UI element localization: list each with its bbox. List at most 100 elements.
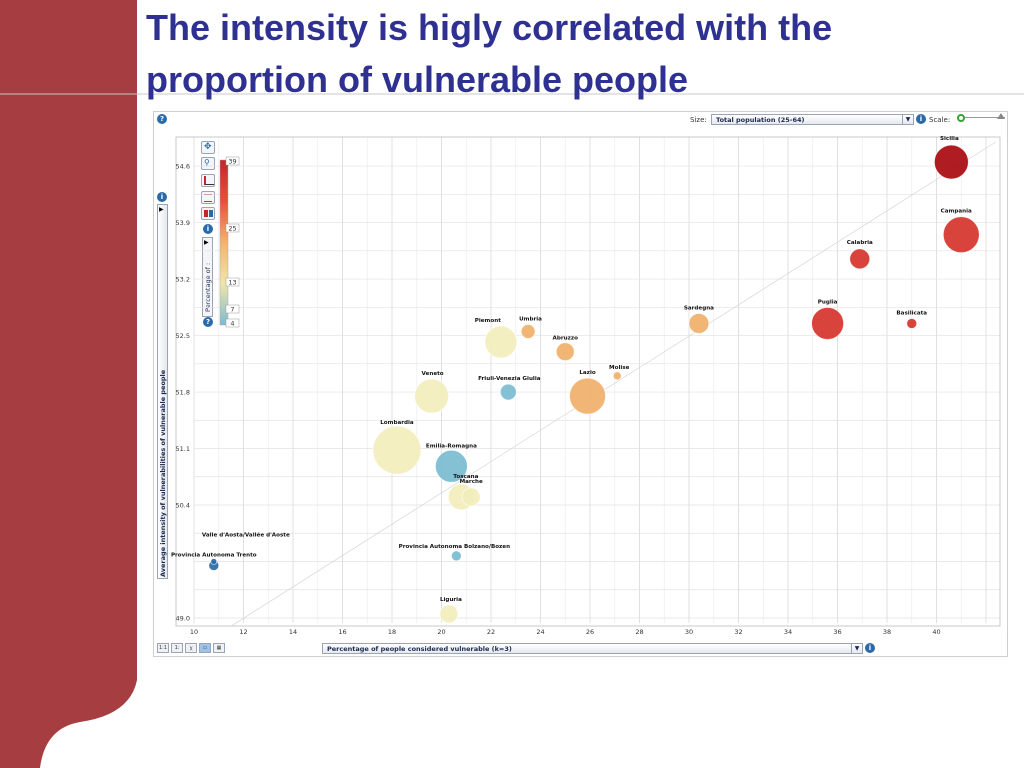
bubble-point[interactable] (811, 307, 844, 340)
x-axis-select-value: Percentage of people considered vulnerab… (327, 645, 512, 653)
y-tick-label: 53.9 (176, 219, 190, 227)
bubble-point[interactable] (933, 144, 969, 180)
bubble-label: Provincia Autonoma Trento (171, 553, 257, 559)
bubble-point[interactable] (942, 216, 980, 254)
page-title: The intensity is higly correlated with t… (146, 2, 1006, 106)
scale-label: Scale: (929, 116, 951, 124)
page-title-line-2: proportion of vulnerable people (146, 59, 689, 100)
bubble-label: Abruzzo (553, 336, 579, 342)
color-select[interactable]: ▶ (202, 237, 213, 317)
color-info-icon[interactable]: i (203, 224, 213, 234)
bubble-point[interactable] (450, 550, 462, 562)
bubble-point[interactable] (555, 342, 575, 362)
x-tick-label: 10 (190, 628, 198, 636)
pan-tool-button[interactable]: ✥ (201, 141, 215, 154)
chart-bubbles (208, 144, 980, 624)
scale-button-4[interactable]: ▭ (199, 643, 211, 653)
color-bars-icon-b (209, 210, 213, 217)
bubble-label: Toscana (453, 474, 478, 480)
color-legend: 39 25 13 7 4 (219, 156, 240, 328)
bubble-point[interactable] (461, 487, 481, 507)
x-tick-label: 34 (784, 628, 792, 636)
bubble-point[interactable] (439, 604, 459, 624)
bubble-label: Molise (609, 365, 630, 371)
scale-slider[interactable] (957, 113, 1005, 122)
bubble-label: Piemont (475, 318, 501, 324)
y-tick-label: 51.1 (176, 445, 190, 453)
x-tick-label: 24 (536, 628, 544, 636)
x-tick-label: 32 (734, 628, 742, 636)
scale-button-1[interactable]: 1:1 (157, 643, 169, 653)
color-legend-tick-box (225, 318, 240, 328)
bubble-label: Umbria (519, 317, 542, 323)
bubble-point[interactable] (434, 449, 468, 483)
y-tick-label: 52.5 (176, 332, 190, 340)
bubble-point[interactable] (414, 378, 450, 414)
chart-grid (175, 136, 1001, 627)
bubble-label: Lazio (579, 370, 596, 376)
x-tick-label: 18 (388, 628, 396, 636)
page-title-line-1: The intensity is higly correlated with t… (146, 7, 833, 48)
x-axis-select[interactable]: Percentage of people considered vulnerab… (322, 643, 863, 654)
chart-type-button-3[interactable] (201, 207, 215, 220)
zoom-tool-button[interactable]: ⚲ (201, 157, 215, 170)
scale-button-2[interactable]: 1: (171, 643, 183, 653)
x-tick-label: 38 (883, 628, 891, 636)
chart-labels: Sicilia Campania Calabria Puglia Basilicata S… (171, 136, 972, 603)
color-legend-tick-box (225, 277, 240, 287)
x-tick-label: 40 (932, 628, 940, 636)
scale-button-3[interactable]: ꭓ (185, 643, 197, 653)
chart-trendline (230, 141, 997, 627)
bubble-point[interactable] (210, 558, 218, 565)
x-tick-label: 36 (833, 628, 841, 636)
bubble-point[interactable] (569, 377, 606, 415)
color-legend-tick-label: 7 (230, 305, 234, 313)
color-help-icon[interactable]: ? (203, 317, 213, 327)
chevron-down-icon: ▼ (902, 115, 913, 124)
bubble-point[interactable] (688, 313, 710, 334)
bubble-point[interactable] (520, 324, 536, 339)
bubble-label: Sardegna (684, 305, 714, 311)
x-tick-label: 20 (437, 628, 445, 636)
y-axis-info-icon[interactable]: i (157, 192, 167, 202)
bubble-label: Veneto (422, 371, 444, 377)
plot-frame (175, 136, 1001, 627)
color-select-chevron-icon: ▶ (204, 239, 209, 246)
bubble-label: Valle d'Aosta/Vallée d'Aoste (202, 532, 290, 539)
color-bars-icon (204, 210, 208, 217)
bubble-label: Emilia-Romagna (426, 443, 477, 449)
scale-button-5[interactable]: ▦ (213, 643, 225, 653)
bubble-point[interactable] (906, 318, 918, 329)
trend-line (230, 141, 997, 627)
bubble-point[interactable] (849, 248, 871, 270)
size-select[interactable]: Total population (25-64) ▼ (711, 114, 914, 125)
bubble-point[interactable] (499, 383, 517, 401)
y-axis-chevron-icon: ▶ (159, 206, 164, 213)
chart-type-button-1[interactable] (201, 174, 215, 187)
color-legend-tick-label: 4 (230, 319, 234, 327)
bubble-label: Basilicata (896, 310, 927, 316)
y-tick-label: 53.2 (176, 276, 190, 284)
x-tick-label: 16 (338, 628, 346, 636)
bubble-point[interactable] (484, 325, 518, 359)
magnifier-icon: ⚲ (204, 158, 210, 167)
bubble-point[interactable] (372, 425, 422, 475)
x-axis-info-icon[interactable]: i (865, 643, 875, 653)
y-axis-select[interactable]: ▶ (157, 204, 168, 579)
bubble-label: Provincia Autonoma Bolzano/Bozen (399, 544, 510, 550)
color-legend-bar (219, 159, 229, 326)
bubble-point[interactable] (612, 371, 622, 381)
bubble-label: Friuli-Venezia Giulia (478, 376, 541, 382)
info-icon[interactable]: i (916, 114, 926, 124)
scale-slider-knob[interactable] (957, 114, 965, 122)
x-axis-chevron-down-icon: ▼ (851, 644, 862, 653)
y-tick-label: 49.0 (176, 615, 190, 623)
color-legend-tick-label: 39 (228, 157, 236, 165)
color-legend-tick-box (225, 223, 240, 233)
bubble-label: Sicilia (940, 136, 959, 142)
y-tick-label: 54.6 (176, 163, 190, 171)
question-icon[interactable]: ? (157, 114, 167, 124)
scale-slider-end (997, 113, 1005, 119)
color-legend-tick-label: 13 (228, 278, 236, 286)
